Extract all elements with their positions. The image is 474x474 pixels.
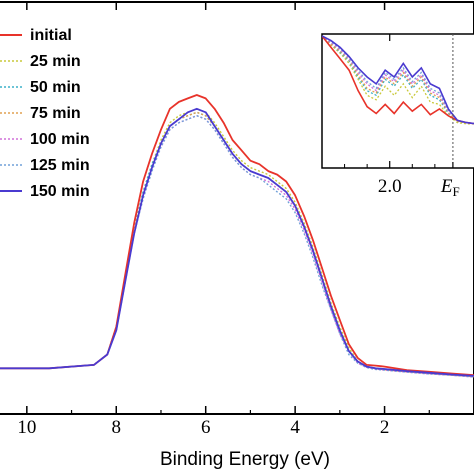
x-axis-title: Binding Energy (eV) [160, 449, 330, 470]
x-axis-ticks: 10 8 6 4 2 [17, 2, 430, 438]
inset-series-line-125-min [322, 35, 474, 125]
x-tick-label: 8 [112, 417, 122, 438]
legend-label-25-min: 25 min [30, 53, 81, 70]
inset-series-line-150-min [322, 35, 474, 125]
legend-label-150-min: 150 min [30, 183, 90, 200]
series-line-125-min [0, 115, 474, 378]
inset-series-line-initial [322, 35, 474, 125]
fermi-level-label: EF [440, 176, 460, 199]
legend: initial 25 min 50 min 75 min 100 min 125 min 1… [0, 27, 90, 200]
x-tick-label: 6 [201, 417, 211, 438]
plot-frame [0, 1, 474, 415]
inset-series-group [322, 35, 474, 125]
inset-series-line-100-min [322, 35, 474, 125]
inset-x-tick-label: 2.0 [378, 176, 402, 197]
inset-x-axis-ticks: 2.0 EF [344, 34, 460, 199]
legend-label-125-min: 125 min [30, 157, 90, 174]
x-tick-label: 10 [17, 417, 36, 438]
x-tick-label: 2 [380, 417, 390, 438]
inset-chart: 2.0 EF [321, 33, 474, 199]
legend-label-75-min: 75 min [30, 105, 81, 122]
legend-label-100-min: 100 min [30, 131, 90, 148]
series-line-150-min [0, 107, 474, 377]
x-tick-label: 4 [290, 417, 300, 438]
series-line-initial [0, 94, 474, 377]
legend-label-50-min: 50 min [30, 79, 81, 96]
legend-label-initial: initial [30, 27, 72, 44]
main-series-group [0, 94, 474, 378]
inset-series-line-75-min [322, 35, 474, 125]
